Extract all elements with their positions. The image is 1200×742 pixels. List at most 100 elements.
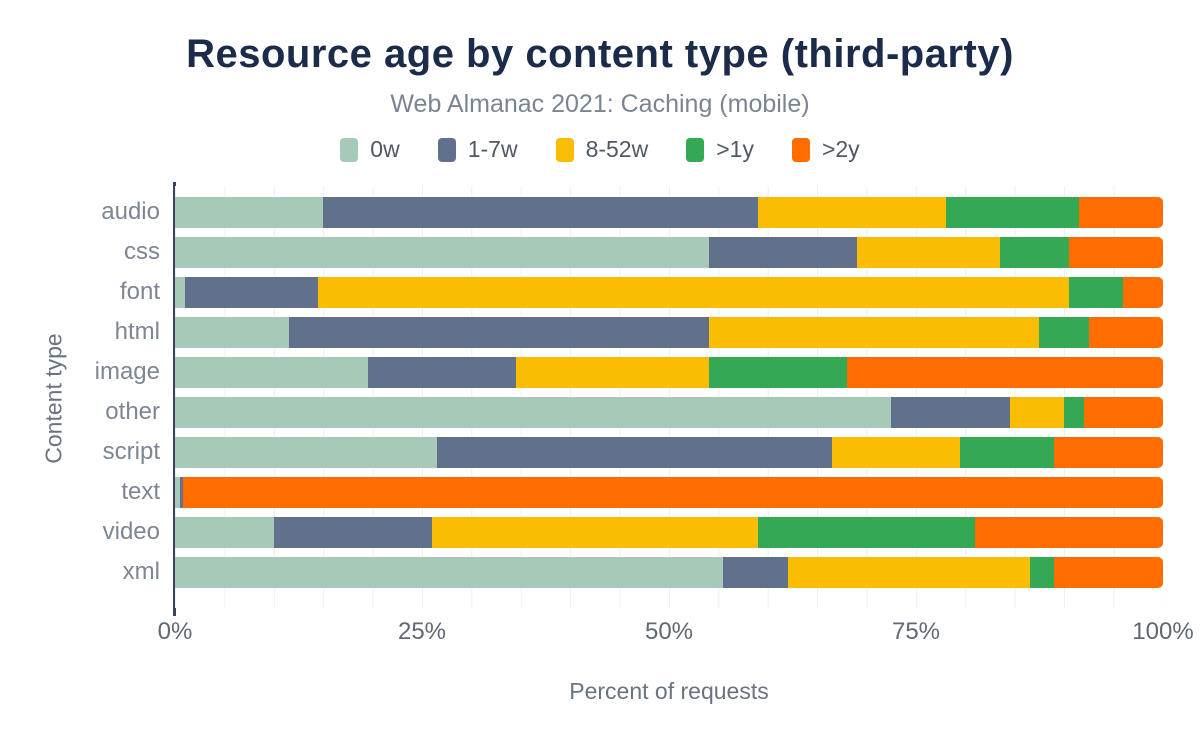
bar-segment-video->1y xyxy=(757,516,976,548)
x-tick-label-50: 50% xyxy=(644,618,694,645)
category-label-font: font xyxy=(119,278,160,305)
stacked-bar-audio xyxy=(175,196,1163,228)
legend-item->1y: >1y xyxy=(686,136,754,163)
bar-row-xml xyxy=(175,552,1163,592)
bar-segment-font-8-52w xyxy=(318,276,1070,308)
bar-segment-other-0w xyxy=(175,396,892,428)
stacked-bar-xml xyxy=(175,556,1163,588)
bar-segment-font-0w xyxy=(175,276,185,308)
stacked-bar-html xyxy=(175,316,1163,348)
bar-segment-script-1-7w xyxy=(436,436,832,468)
bar-segment-image-1-7w xyxy=(367,356,516,388)
stacked-bar-script xyxy=(175,436,1163,468)
stacked-bar-other xyxy=(175,396,1163,428)
bar-segment-html-1-7w xyxy=(288,316,709,348)
legend-item-0w: 0w xyxy=(340,136,400,163)
bar-segment-text-0w xyxy=(175,476,180,508)
bar-segment-video-1-7w xyxy=(273,516,432,548)
bar-segment-css->2y xyxy=(1069,236,1163,268)
category-label-text: text xyxy=(121,478,160,505)
bar-row-script xyxy=(175,432,1163,472)
bar-segment-font->2y xyxy=(1123,276,1163,308)
bar-segment-audio-1-7w xyxy=(323,196,758,228)
bar-segment-script-0w xyxy=(175,436,437,468)
bar-segment-html->1y xyxy=(1039,316,1089,348)
category-label-image: image xyxy=(94,358,160,385)
bar-row-text xyxy=(175,472,1163,512)
bar-segment-text->2y xyxy=(182,476,1163,508)
category-label-html: html xyxy=(114,318,160,345)
legend-item-1-7w: 1-7w xyxy=(437,136,518,163)
bar-segment-other->2y xyxy=(1083,396,1163,428)
legend-swatch-icon xyxy=(437,137,456,162)
legend-swatch-icon xyxy=(791,137,810,162)
bar-segment-xml-0w xyxy=(175,556,724,588)
bar-row-image xyxy=(175,352,1163,392)
bar-row-html xyxy=(175,312,1163,352)
plot-area xyxy=(175,186,1163,608)
bar-segment-image-0w xyxy=(175,356,368,388)
legend-label: >2y xyxy=(821,136,860,162)
category-label-script: script xyxy=(102,438,160,465)
bar-segment-other->1y xyxy=(1064,396,1084,428)
stacked-bar-text xyxy=(175,476,1163,508)
bar-segment-script->1y xyxy=(960,436,1055,468)
legend-swatch-icon xyxy=(555,137,574,162)
bar-segment-image->2y xyxy=(846,356,1163,388)
legend-label: >1y xyxy=(716,136,754,162)
bar-segment-xml->2y xyxy=(1054,556,1163,588)
x-tick-label-100: 100% xyxy=(1132,618,1194,645)
bar-row-font xyxy=(175,272,1163,312)
bar-segment-other-1-7w xyxy=(891,396,1010,428)
bar-segment-video-8-52w xyxy=(431,516,758,548)
x-tick-label-0: 0% xyxy=(157,618,193,645)
bar-segment-other-8-52w xyxy=(1009,396,1065,428)
category-label-css: css xyxy=(124,238,160,265)
bar-segment-css-8-52w xyxy=(856,236,1000,268)
bar-segment-text-1-7w xyxy=(179,476,183,508)
bar-segment-xml-1-7w xyxy=(723,556,788,588)
legend-label: 8-52w xyxy=(585,136,649,162)
legend: 0w 1-7w 8-52w >1y >2y xyxy=(0,136,1200,163)
bar-rows xyxy=(175,186,1163,592)
bar-segment-xml->1y xyxy=(1029,556,1055,588)
bar-segment-script-8-52w xyxy=(832,436,961,468)
x-axis-tick-labels: 0% 25% 50% 75% 100% xyxy=(158,618,1194,648)
bar-segment-script->2y xyxy=(1054,436,1163,468)
bar-segment-image->1y xyxy=(708,356,847,388)
legend-label: 0w xyxy=(370,136,400,162)
bar-segment-image-8-52w xyxy=(515,356,709,388)
legend-item->2y: >2y xyxy=(791,136,860,163)
bar-segment-xml-8-52w xyxy=(787,556,1030,588)
bar-row-audio xyxy=(175,192,1163,232)
y-axis-line xyxy=(173,182,176,616)
category-label-xml: xml xyxy=(122,558,160,585)
chart-title: Resource age by content type (third-part… xyxy=(186,32,1014,76)
bar-segment-css->1y xyxy=(999,236,1070,268)
stacked-bar-video xyxy=(175,516,1163,548)
bar-segment-css-0w xyxy=(175,236,709,268)
bar-segment-audio-0w xyxy=(175,196,324,228)
bar-segment-html-8-52w xyxy=(708,316,1040,348)
chart-subtitle: Web Almanac 2021: Caching (mobile) xyxy=(390,90,810,118)
bar-segment-css-1-7w xyxy=(708,236,857,268)
y-axis-category-labels: audio css font html image other script text vide… xyxy=(0,186,160,592)
legend-label: 1-7w xyxy=(467,136,518,162)
bar-segment-audio->1y xyxy=(945,196,1079,228)
legend-swatch-icon xyxy=(340,137,359,162)
legend-item-8-52w: 8-52w xyxy=(555,136,649,163)
bar-segment-audio->2y xyxy=(1079,196,1163,228)
category-label-audio: audio xyxy=(101,198,160,225)
x-tick-label-25: 25% xyxy=(397,618,447,645)
bar-segment-html-0w xyxy=(175,316,289,348)
stacked-bar-font xyxy=(175,276,1163,308)
bar-segment-font->1y xyxy=(1069,276,1124,308)
bar-row-css xyxy=(175,232,1163,272)
legend-swatch-icon xyxy=(686,137,705,162)
bar-segment-video-0w xyxy=(175,516,274,548)
bar-segment-video->2y xyxy=(975,516,1163,548)
bar-segment-audio-8-52w xyxy=(757,196,946,228)
category-label-video: video xyxy=(102,518,160,545)
bar-segment-html->2y xyxy=(1088,316,1163,348)
